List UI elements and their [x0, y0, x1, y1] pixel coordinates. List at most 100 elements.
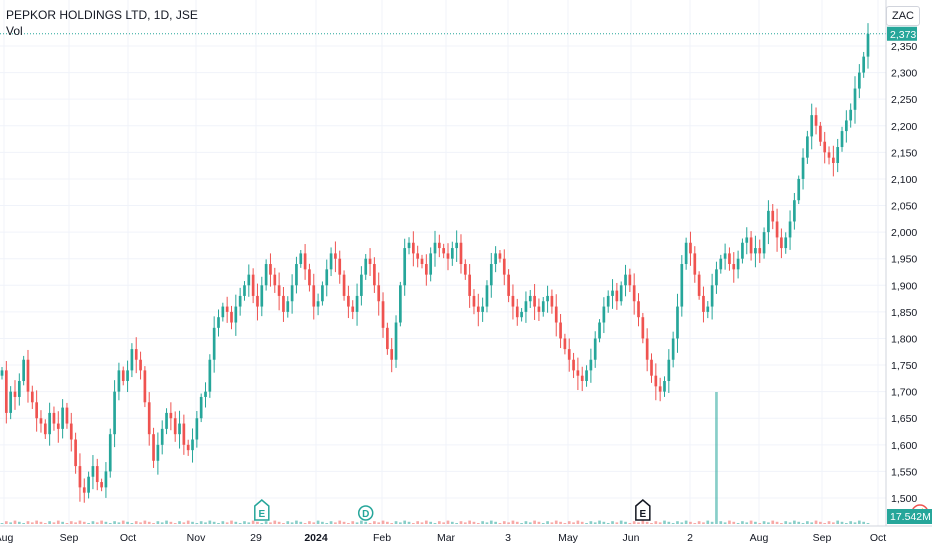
volume-bar — [299, 521, 303, 524]
candle-body — [806, 136, 809, 158]
volume-bar — [4, 521, 8, 524]
candle-body — [377, 285, 381, 302]
volume-bar — [347, 523, 350, 524]
candle-body — [580, 375, 584, 382]
volume-bar — [455, 523, 458, 524]
candle-body — [234, 306, 238, 323]
x-axis[interactable]: Aug Sep Oct Nov 29 2024 Feb Mar 3 May Jun 2 Aug Sep Oc… — [0, 532, 886, 544]
volume-indicator-label[interactable]: Vol — [6, 24, 23, 38]
candle-body — [801, 157, 805, 179]
candle-body — [342, 274, 346, 296]
candle-body — [563, 338, 567, 350]
candle-body — [459, 242, 463, 265]
candle-body — [775, 221, 779, 238]
volume-bar — [355, 522, 359, 524]
x-tick-label: 2024 — [304, 532, 328, 544]
candle-body — [537, 306, 541, 312]
volume-bar — [238, 523, 242, 524]
volume-bar — [351, 521, 355, 524]
candle-body — [455, 242, 458, 249]
y-tick-label: 1,850 — [891, 307, 917, 319]
candle-body — [832, 157, 835, 163]
x-tick-label: 2 — [687, 532, 693, 544]
volume-bar — [550, 522, 554, 524]
x-tick-label: 29 — [250, 532, 262, 544]
volume-bar — [637, 522, 640, 524]
candle-body — [30, 391, 34, 403]
currency-button[interactable]: ZAC — [886, 6, 920, 26]
volume-bar — [95, 522, 99, 524]
candle-body — [745, 237, 749, 243]
candle-body — [56, 423, 60, 429]
volume-bar — [719, 521, 723, 524]
volume-bar — [680, 522, 684, 524]
candle-body — [797, 178, 801, 201]
candle-body — [489, 264, 493, 286]
volume-bar — [853, 522, 857, 524]
volume-bar — [745, 522, 749, 524]
candle-body — [446, 253, 450, 259]
volume-bar — [273, 520, 277, 524]
volume-bar — [533, 520, 536, 524]
volume-bar — [481, 521, 484, 524]
volume-bar — [827, 521, 831, 524]
candle-body — [130, 349, 134, 371]
candle-body — [463, 264, 467, 275]
candle-body — [0, 370, 4, 376]
candle-body — [663, 381, 666, 392]
volume-bar — [541, 523, 545, 524]
candle-body — [494, 253, 497, 265]
volume-bar — [806, 521, 809, 524]
candle-body — [212, 327, 216, 360]
symbol-title[interactable]: PEPKOR HOLDINGS LTD, 1D, JSE — [6, 8, 198, 22]
volume-bar — [528, 522, 532, 524]
x-tick-label: Aug — [750, 532, 769, 544]
volume-bar — [611, 521, 614, 524]
volume-bar — [373, 521, 376, 524]
candle-body — [4, 370, 8, 413]
candle-body — [541, 301, 545, 312]
candle-body — [520, 311, 523, 318]
candle-body — [104, 471, 108, 488]
candle-body — [606, 295, 610, 307]
event-markers[interactable]: EDE⚡ — [254, 499, 929, 522]
x-tick-label: Sep — [60, 532, 79, 544]
candle-body — [485, 285, 489, 307]
candle-body — [572, 359, 575, 371]
candle-body — [533, 295, 536, 307]
volume-bars — [0, 392, 870, 524]
candle-body — [702, 295, 705, 312]
volume-bar — [632, 521, 636, 524]
candle-body — [364, 258, 368, 275]
volume-bar — [368, 523, 372, 524]
volume-bar — [113, 521, 116, 524]
volume-bar — [243, 521, 246, 524]
candle-body — [667, 359, 671, 382]
candle-body — [243, 285, 246, 296]
volume-bar — [606, 523, 610, 524]
volume-bar — [468, 520, 471, 524]
candle-body — [641, 317, 645, 339]
event-marker[interactable]: E — [635, 499, 651, 521]
volume-bar — [429, 521, 433, 524]
volume-bar — [264, 521, 268, 524]
volume-bar — [840, 521, 844, 524]
event-marker[interactable]: D — [357, 505, 374, 521]
candle-body — [424, 264, 428, 275]
candle-body — [788, 221, 792, 238]
volume-bar — [303, 523, 307, 524]
candle-body — [13, 391, 17, 397]
volume-bar — [91, 521, 95, 524]
volume-bar — [130, 523, 134, 524]
volume-bar — [121, 520, 125, 524]
volume-bar — [329, 521, 333, 524]
event-marker[interactable]: E — [254, 499, 270, 521]
y-tick-label: 1,600 — [891, 440, 917, 452]
volume-bar — [645, 521, 649, 524]
candle-body — [316, 301, 320, 307]
x-tick-label: May — [558, 532, 579, 544]
candle-body — [360, 274, 363, 296]
y-axis[interactable]: 1,500 1,550 1,600 1,650 1,700 1,750 1,800 1,850… — [891, 41, 917, 505]
candle-body — [225, 306, 229, 312]
